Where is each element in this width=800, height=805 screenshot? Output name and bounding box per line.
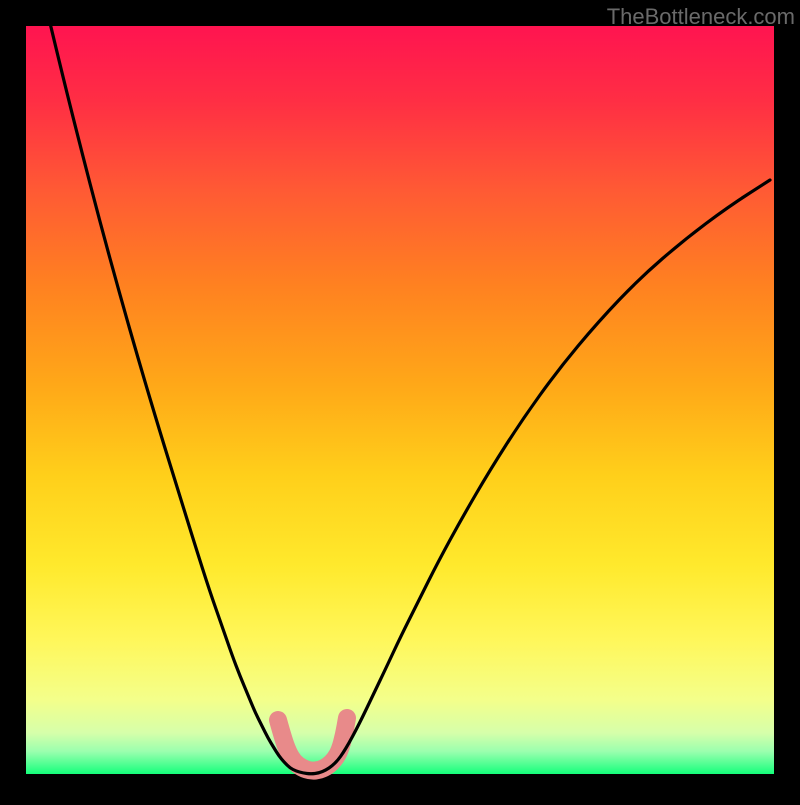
chart-outer-frame: TheBottleneck.com bbox=[0, 0, 800, 800]
plot-svg bbox=[0, 0, 800, 800]
watermark-text: TheBottleneck.com bbox=[607, 4, 795, 30]
plot-background bbox=[26, 26, 774, 774]
